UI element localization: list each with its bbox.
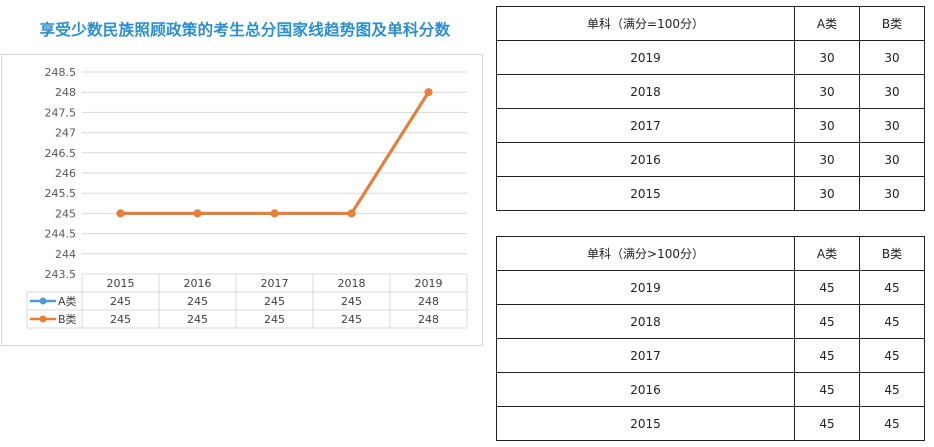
y-tick-label: 247 (55, 127, 76, 140)
data-table-value: 245 (187, 313, 208, 326)
table-header-cell: A类 (794, 236, 860, 271)
y-tick-label: 243.5 (45, 268, 77, 281)
table-cell: 30 (794, 176, 860, 211)
data-table-value: 245 (341, 313, 362, 326)
table-cell: 45 (794, 270, 860, 305)
table-cell: 30 (859, 108, 925, 143)
x-category-label: 2019 (415, 277, 443, 290)
y-tick-label: 246 (55, 167, 76, 180)
legend-label: B类 (58, 312, 77, 326)
table-cell: 45 (794, 372, 860, 407)
y-tick-label: 245.5 (45, 187, 77, 200)
table-row: 2016 30 30 (496, 142, 925, 177)
table-row: 2019 45 45 (496, 270, 925, 305)
table-row: 2015 30 30 (496, 176, 925, 211)
table-row: 2016 45 45 (496, 372, 925, 407)
y-tick-label: 246.5 (45, 147, 77, 160)
y-tick-label: 248.5 (45, 66, 77, 79)
table-cell: 30 (859, 142, 925, 177)
table-header-cell: 单科（满分=100分） (496, 6, 795, 41)
chart-svg: 248.5 248 247.5 247 246.5 246 245.5 245 244.5 244… (26, 66, 468, 329)
table-cell: 45 (859, 270, 925, 305)
data-point (270, 209, 279, 218)
table-header-row: 单科（满分=100分） A类 B类 (496, 6, 925, 41)
table-cell: 45 (859, 338, 925, 373)
y-tick-label: 247.5 (45, 106, 77, 119)
y-tick-label: 245 (55, 207, 76, 220)
table-cell: 2019 (496, 270, 795, 305)
table-header-cell: 单科（满分>100分） (496, 236, 795, 271)
data-table-value: 245 (110, 313, 131, 326)
table-row: 2019 30 30 (496, 40, 925, 75)
table-header-cell: A类 (794, 6, 860, 41)
table-cell: 30 (794, 74, 860, 109)
line-chart: 248.5 248 247.5 247 246.5 246 245.5 245 244.5 244… (1, 54, 483, 346)
table-cell: 2017 (496, 338, 795, 373)
y-tick-label: 248 (55, 86, 76, 99)
y-tick-label: 244 (55, 248, 76, 261)
data-table-value: 245 (110, 295, 131, 308)
table-cell: 2018 (496, 74, 795, 109)
score-table: 单科（满分=100分） A类 B类 2019 30 30 2018 30 30 2017 30 30 2… (496, 6, 925, 211)
table-cell: 2016 (496, 372, 795, 407)
table-cell: 30 (794, 40, 860, 75)
score-table-le100: 单科（满分=100分） A类 B类 2019 30 30 2018 30 30 2017 30 30 2… (496, 6, 925, 211)
table-cell: 2016 (496, 142, 795, 177)
legend-marker (39, 297, 47, 305)
data-table-value: 245 (264, 313, 285, 326)
table-cell: 45 (794, 304, 860, 339)
table-cell: 30 (794, 108, 860, 143)
data-table-value: 245 (264, 295, 285, 308)
table-header-cell: B类 (859, 236, 925, 271)
table-cell: 2018 (496, 304, 795, 339)
x-category-label: 2015 (107, 277, 135, 290)
y-tick-label: 244.5 (45, 228, 77, 241)
x-category-label: 2018 (338, 277, 366, 290)
table-row: 2017 45 45 (496, 338, 925, 373)
table-row: 2017 30 30 (496, 108, 925, 143)
table-cell: 45 (859, 406, 925, 441)
table-cell: 2015 (496, 406, 795, 441)
table-cell: 30 (859, 176, 925, 211)
table-row: 2018 30 30 (496, 74, 925, 109)
table-row: 2015 45 45 (496, 406, 925, 441)
score-table: 单科（满分>100分） A类 B类 2019 45 45 2018 45 45 2017 45 45 2… (496, 236, 925, 441)
table-cell: 2015 (496, 176, 795, 211)
score-table-gt100: 单科（满分>100分） A类 B类 2019 45 45 2018 45 45 2017 45 45 2… (496, 236, 925, 441)
table-cell: 30 (859, 74, 925, 109)
data-table-value: 245 (187, 295, 208, 308)
data-point (424, 88, 433, 97)
table-cell: 45 (859, 304, 925, 339)
x-category-label: 2016 (184, 277, 212, 290)
legend-marker (39, 315, 47, 323)
data-table-value: 248 (418, 313, 439, 326)
data-point (347, 209, 356, 218)
table-cell: 2017 (496, 108, 795, 143)
data-table-value: 245 (341, 295, 362, 308)
data-table-value: 248 (418, 295, 439, 308)
table-cell: 45 (859, 372, 925, 407)
data-point (193, 209, 202, 218)
data-point (116, 209, 125, 218)
table-row: 2018 45 45 (496, 304, 925, 339)
table-cell: 45 (794, 338, 860, 373)
legend-label: A类 (58, 294, 77, 308)
x-category-label: 2017 (261, 277, 289, 290)
table-cell: 45 (794, 406, 860, 441)
table-cell: 30 (859, 40, 925, 75)
table-cell: 30 (794, 142, 860, 177)
chart-title: 享受少数民族照顾政策的考生总分国家线趋势图及单科分数 (39, 21, 451, 39)
table-header-row: 单科（满分>100分） A类 B类 (496, 236, 925, 271)
table-header-cell: B类 (859, 6, 925, 41)
table-cell: 2019 (496, 40, 795, 75)
